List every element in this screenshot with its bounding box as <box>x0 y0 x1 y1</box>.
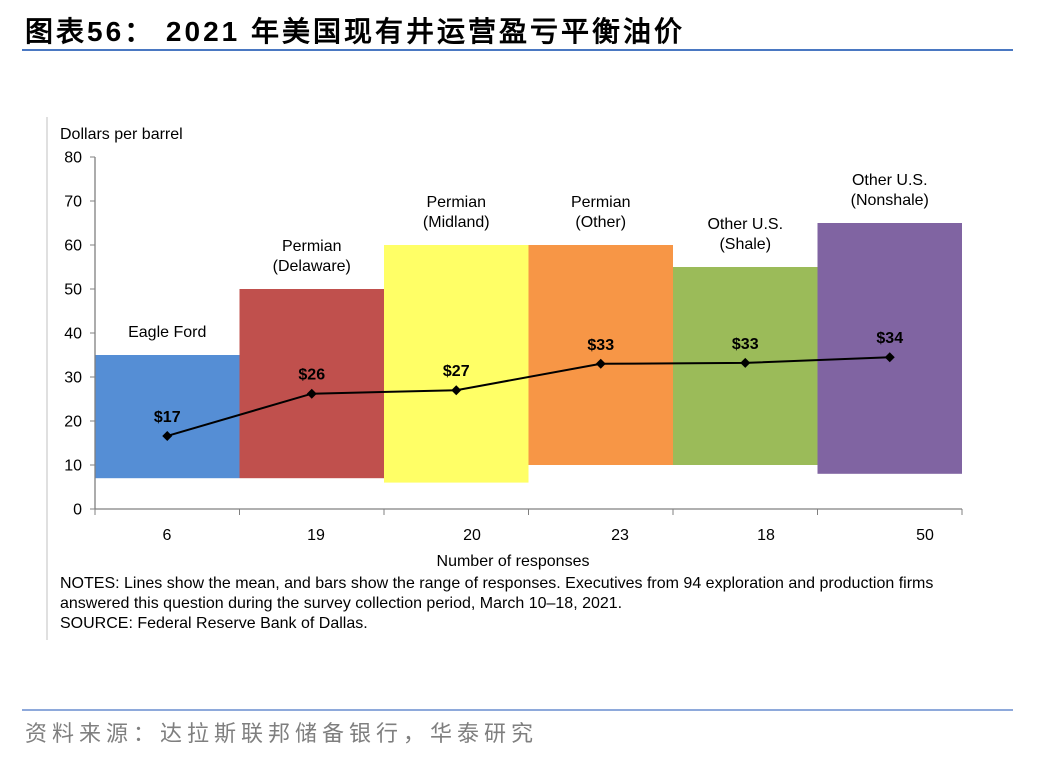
category-label: Permian <box>571 194 631 211</box>
range-bar-other-u-s-nonshale <box>817 223 962 474</box>
y-tick-label: 50 <box>64 282 82 299</box>
response-count-label: 18 <box>757 527 775 544</box>
category-label: Permian <box>282 238 342 255</box>
mean-value-label: $17 <box>154 409 181 426</box>
mean-point-marker <box>162 430 173 441</box>
category-label: (Nonshale) <box>851 192 929 209</box>
range-bar-permian-other <box>528 245 673 465</box>
y-tick-label: 70 <box>64 194 82 211</box>
mean-series <box>162 352 895 441</box>
mean-value-label: $33 <box>732 336 759 353</box>
mean-line <box>166 356 890 437</box>
notes-line: answered this question during the survey… <box>60 595 623 612</box>
range-bars <box>95 223 962 483</box>
y-tick-label: 40 <box>64 326 82 343</box>
response-count-label: 20 <box>463 527 481 544</box>
source-credit: 资料来源：达拉斯联邦储备银行，华泰研究 <box>25 722 539 747</box>
response-count-label: 6 <box>163 527 172 544</box>
x-axis-title: Number of responses <box>437 553 590 570</box>
response-count-label: 50 <box>916 527 934 544</box>
y-tick-label: 20 <box>64 414 82 431</box>
chart-notes: NOTES: Lines show the mean, and bars sho… <box>60 574 933 634</box>
chart-labels: $17 $26 $27 $33 $33 $34 Eagle Ford Permian (Dela… <box>128 172 929 426</box>
y-axis-title: Dollars per barrel <box>60 126 183 143</box>
range-bar-permian-delaware <box>239 289 384 479</box>
category-label: (Other) <box>575 214 626 231</box>
axes: 0 10 20 30 40 50 60 70 80 6 19 20 23 18 50 <box>64 150 963 544</box>
mean-point-marker <box>595 358 606 369</box>
y-tick-label: 60 <box>64 238 82 255</box>
title-divider <box>22 49 1013 51</box>
category-label: Other U.S. <box>852 172 928 189</box>
response-count-label: 19 <box>307 527 325 544</box>
y-tick-label: 0 <box>73 502 82 519</box>
mean-point-marker <box>740 357 751 368</box>
mean-point-marker <box>306 388 317 399</box>
figure-title: 图表56： 2021 年美国现有井运营盈亏平衡油价 <box>25 16 685 47</box>
mean-point-marker <box>451 385 462 396</box>
response-count-label: 23 <box>611 527 629 544</box>
category-label: Eagle Ford <box>128 324 206 341</box>
category-label: (Midland) <box>423 214 490 231</box>
range-bar-eagle-ford <box>95 355 240 479</box>
mean-value-label: $27 <box>443 363 470 380</box>
y-tick-label: 80 <box>64 150 82 167</box>
footer-divider <box>22 709 1013 711</box>
category-label: (Shale) <box>719 236 771 253</box>
range-bar-permian-midland <box>384 245 529 483</box>
mean-value-label: $34 <box>876 330 903 347</box>
notes-line: NOTES: Lines show the mean, and bars sho… <box>60 575 934 592</box>
y-tick-label: 30 <box>64 370 82 387</box>
mean-point-marker <box>884 352 895 363</box>
category-label: Other U.S. <box>707 216 783 233</box>
mean-value-label: $26 <box>298 367 325 384</box>
category-label: Permian <box>426 194 486 211</box>
mean-value-label: $33 <box>587 337 614 354</box>
y-tick-label: 10 <box>64 458 82 475</box>
notes-source-line: SOURCE: Federal Reserve Bank of Dallas. <box>60 615 368 632</box>
category-label: (Delaware) <box>273 258 351 275</box>
